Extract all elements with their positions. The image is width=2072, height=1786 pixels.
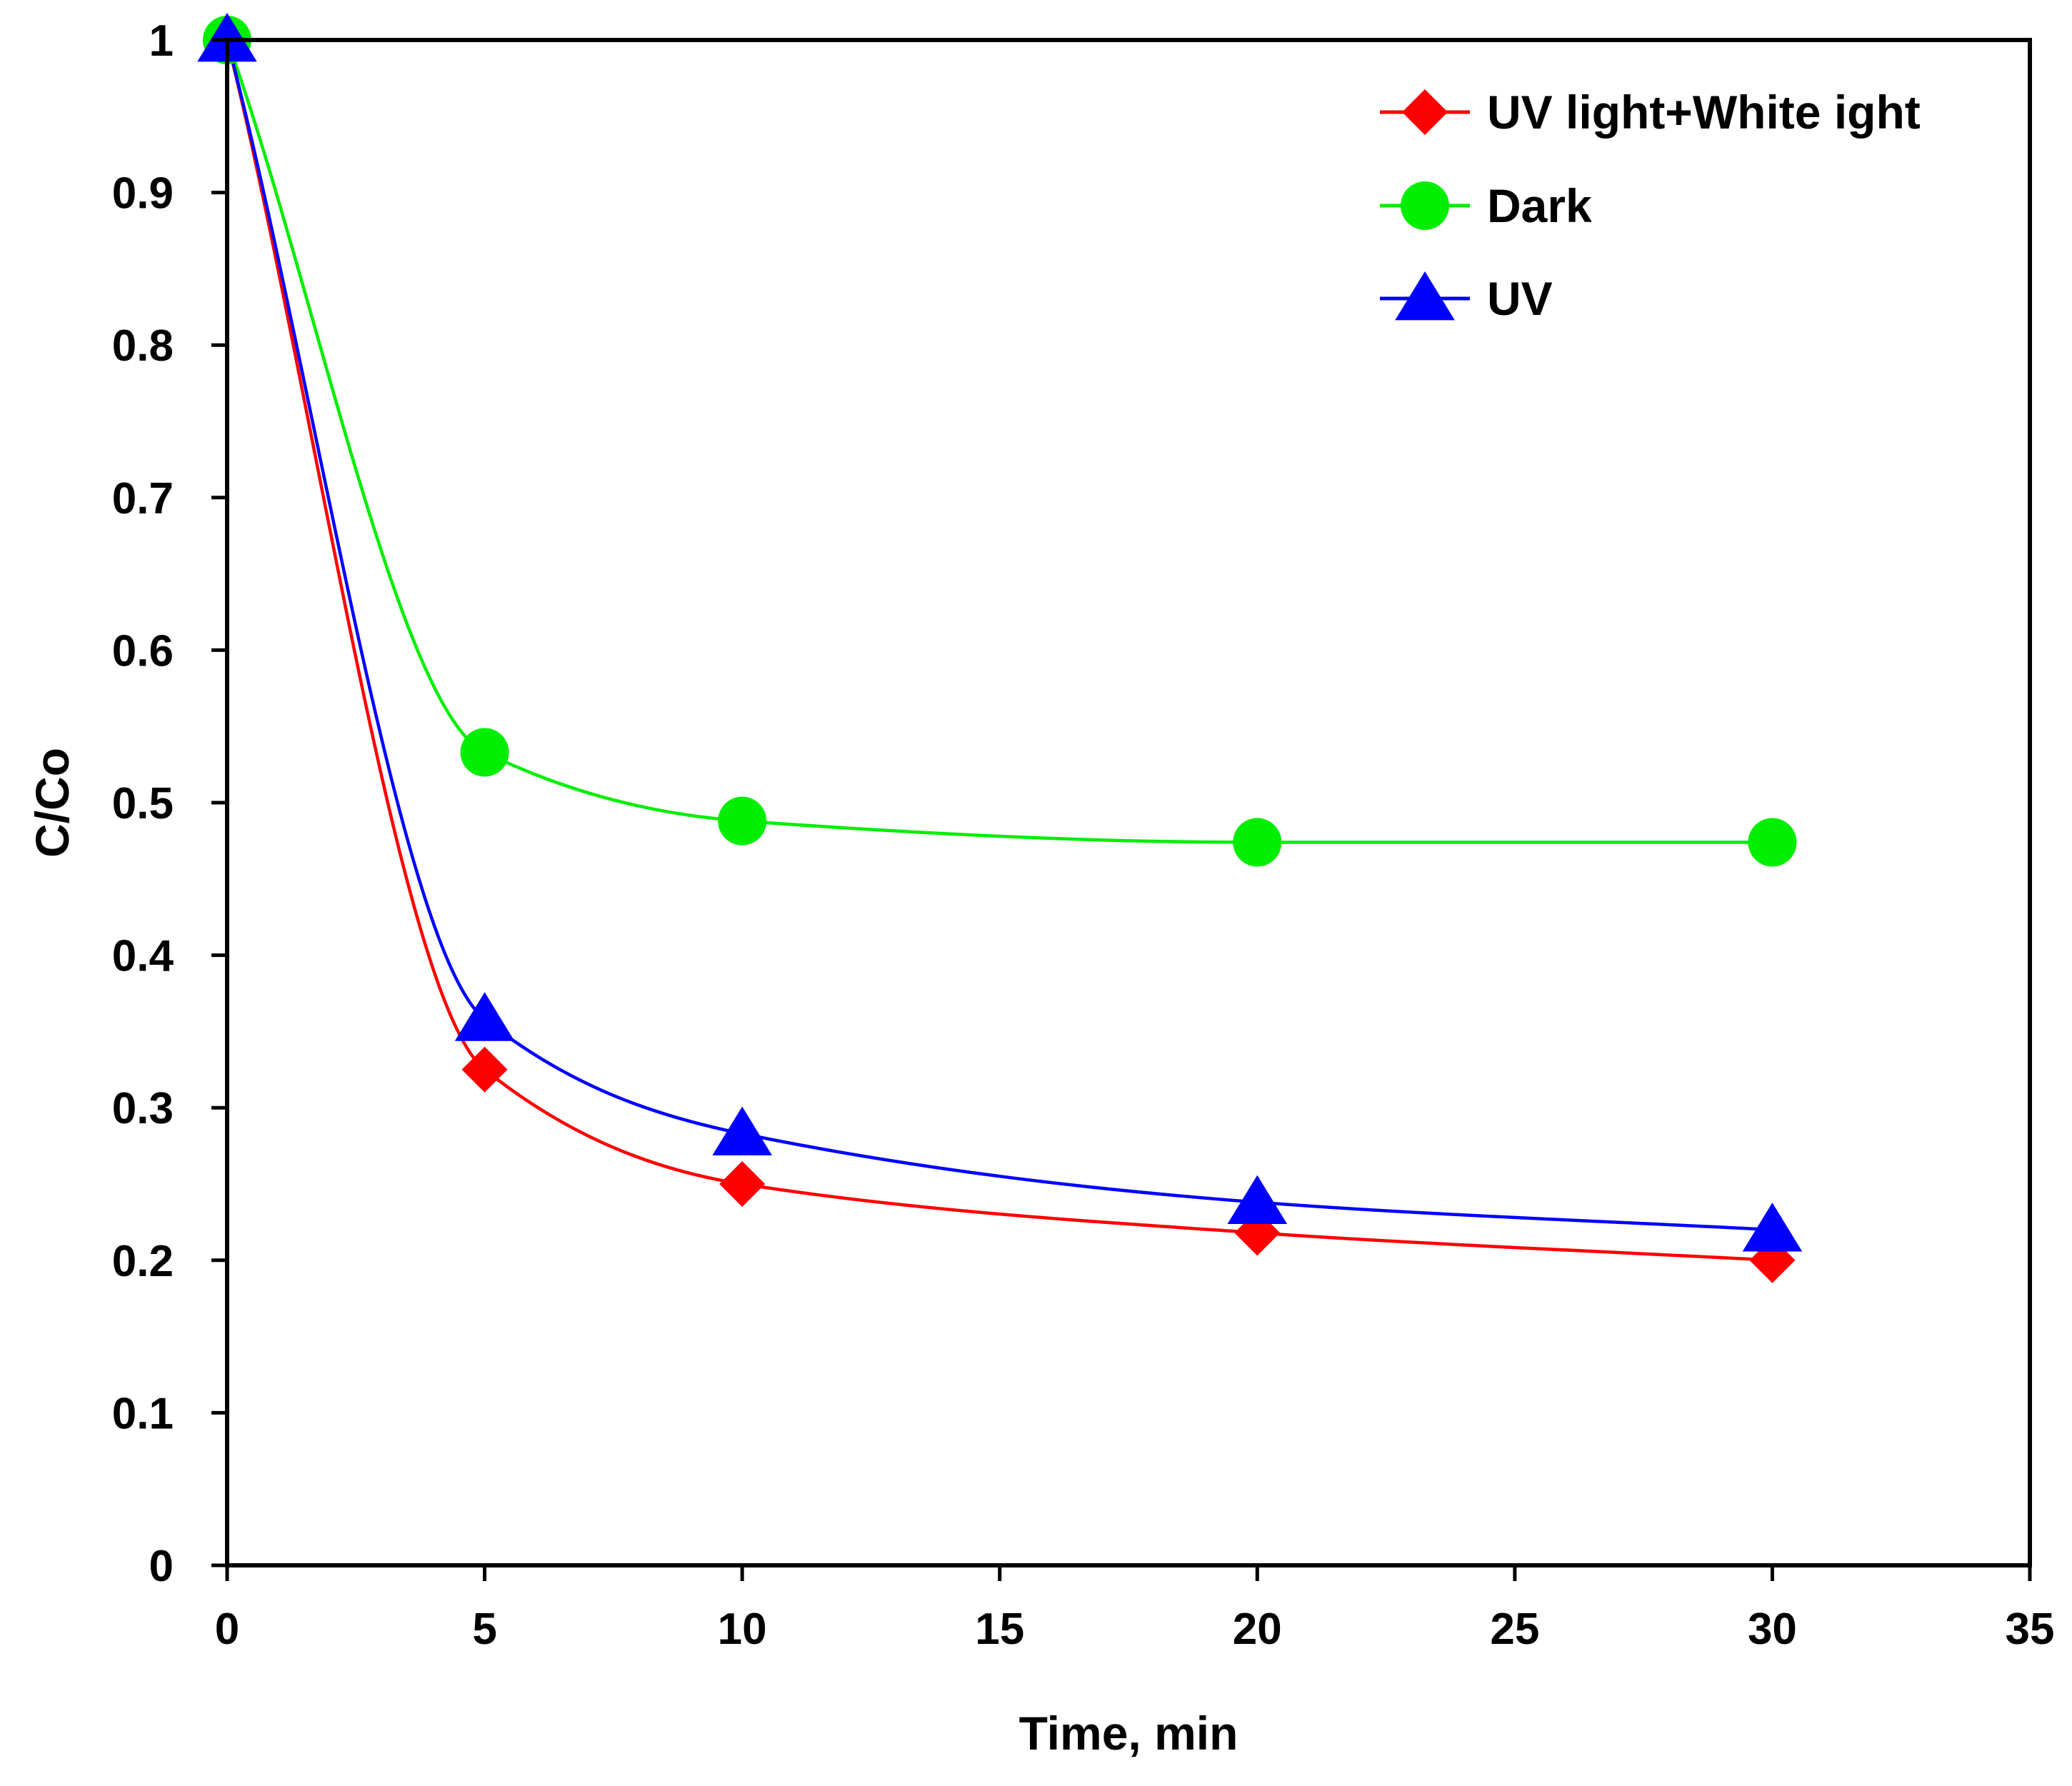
y-axis-ticks: 0 0.1 0.2 0.3 0.4 0.5 0.6 0.7 0.8 0.9 1 [112,16,227,1591]
y-tick-label: 0.7 [112,474,174,523]
x-tick-label: 25 [1490,1605,1539,1654]
series-points-uv [197,13,1803,1252]
y-tick-label: 0.3 [112,1084,174,1133]
y-tick-label: 1 [149,16,174,66]
x-tick-label: 15 [975,1605,1024,1654]
x-axis-ticks: 0 5 10 15 20 25 30 35 [215,1565,2055,1654]
y-axis-title: C/Co [26,748,79,858]
x-axis-title: Time, min [1019,1707,1238,1760]
data-point-uv [1227,1175,1288,1225]
y-tick-label: 0.8 [112,321,174,371]
x-tick-label: 30 [1748,1605,1797,1654]
plot-series [197,13,1803,1283]
series-uv-white-light [225,39,1773,1263]
data-point-dark [460,728,509,777]
x-tick-label: 10 [718,1605,767,1654]
data-point-dark [718,796,767,846]
legend-marker-uv-white-light [1402,89,1448,135]
series-uv [225,39,1773,1232]
data-point-uv [454,992,515,1041]
data-point-uv-white-light [719,1161,766,1207]
legend-marker-uv [1395,271,1455,321]
legend-label-uv-white-light: UV light+White ight [1487,86,1921,139]
x-tick-label: 0 [215,1605,239,1654]
legend-marker-dark [1401,181,1449,230]
x-tick-label: 5 [472,1605,496,1654]
legend-label-dark: Dark [1487,179,1592,232]
x-tick-label: 35 [2006,1605,2055,1654]
legend: UV light+White ight Dark UV [1380,86,1921,325]
y-tick-label: 0 [149,1542,174,1591]
legend-label-uv: UV [1487,272,1553,325]
series-line-uv [225,39,1773,1232]
data-point-dark [1233,818,1282,867]
y-tick-label: 0.4 [112,932,174,981]
data-point-uv [712,1106,772,1155]
y-tick-label: 0.9 [112,169,174,219]
x-tick-label: 20 [1233,1605,1282,1654]
y-tick-label: 0.6 [112,626,174,676]
data-point-uv [1742,1203,1803,1252]
data-point-uv [197,13,257,62]
series-line-uv-white-light [225,39,1773,1263]
data-point-uv-white-light [461,1046,508,1093]
y-tick-label: 0.1 [112,1389,174,1438]
data-point-dark [1748,818,1797,867]
y-tick-label: 0.5 [112,779,174,828]
y-tick-label: 0.2 [112,1237,174,1286]
